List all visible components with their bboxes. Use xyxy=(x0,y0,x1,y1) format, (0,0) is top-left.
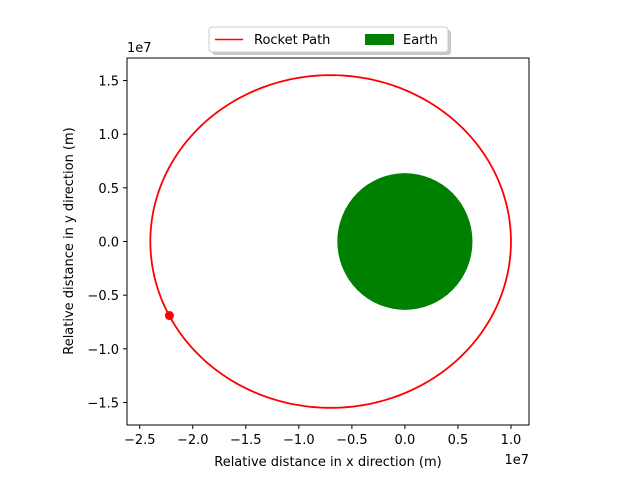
y-axis-title: Relative distance in y direction (m) xyxy=(62,127,77,355)
x-tick-label: 0.0 xyxy=(395,433,416,448)
x-tick-label: −0.5 xyxy=(336,433,368,448)
x-tick-label: −2.5 xyxy=(124,433,156,448)
y-tick-label: 0.5 xyxy=(98,182,119,197)
x-tick-label: 0.5 xyxy=(448,433,469,448)
x-axis: −2.5 −2.0 −1.5 −1.0 −0.5 0.0 0.5 1.0 xyxy=(124,425,521,448)
plot-area xyxy=(126,57,530,426)
x-axis-title: Relative distance in x direction (m) xyxy=(214,455,442,470)
rocket-position-marker xyxy=(164,311,174,321)
x-tick-label: −1.5 xyxy=(230,433,262,448)
y-offset-text: 1e7 xyxy=(127,41,152,56)
y-tick-label: −0.5 xyxy=(87,289,119,304)
y-axis: −1.5 −1.0 −0.5 0.0 0.5 1.0 1.5 xyxy=(87,75,127,411)
x-tick-label: −1.0 xyxy=(283,433,315,448)
y-tick-label: 1.5 xyxy=(98,75,119,90)
rocket-path-line xyxy=(149,74,512,409)
x-tick-label: 1.0 xyxy=(501,433,522,448)
y-tick-label: 1.0 xyxy=(98,128,119,143)
x-tick-label: −2.0 xyxy=(177,433,209,448)
legend-label-rocket-path: Rocket Path xyxy=(254,33,330,48)
series-layer xyxy=(149,74,512,409)
legend-swatch-earth xyxy=(365,34,394,45)
y-tick-label: −1.0 xyxy=(87,343,119,358)
y-tick-label: 0.0 xyxy=(98,236,119,251)
y-tick-label: −1.5 xyxy=(87,396,119,411)
legend-box xyxy=(208,26,449,53)
earth-disc xyxy=(337,173,473,310)
legend: Rocket Path Earth xyxy=(208,26,451,55)
legend-label-earth: Earth xyxy=(403,33,438,48)
x-offset-text: 1e7 xyxy=(504,453,529,468)
